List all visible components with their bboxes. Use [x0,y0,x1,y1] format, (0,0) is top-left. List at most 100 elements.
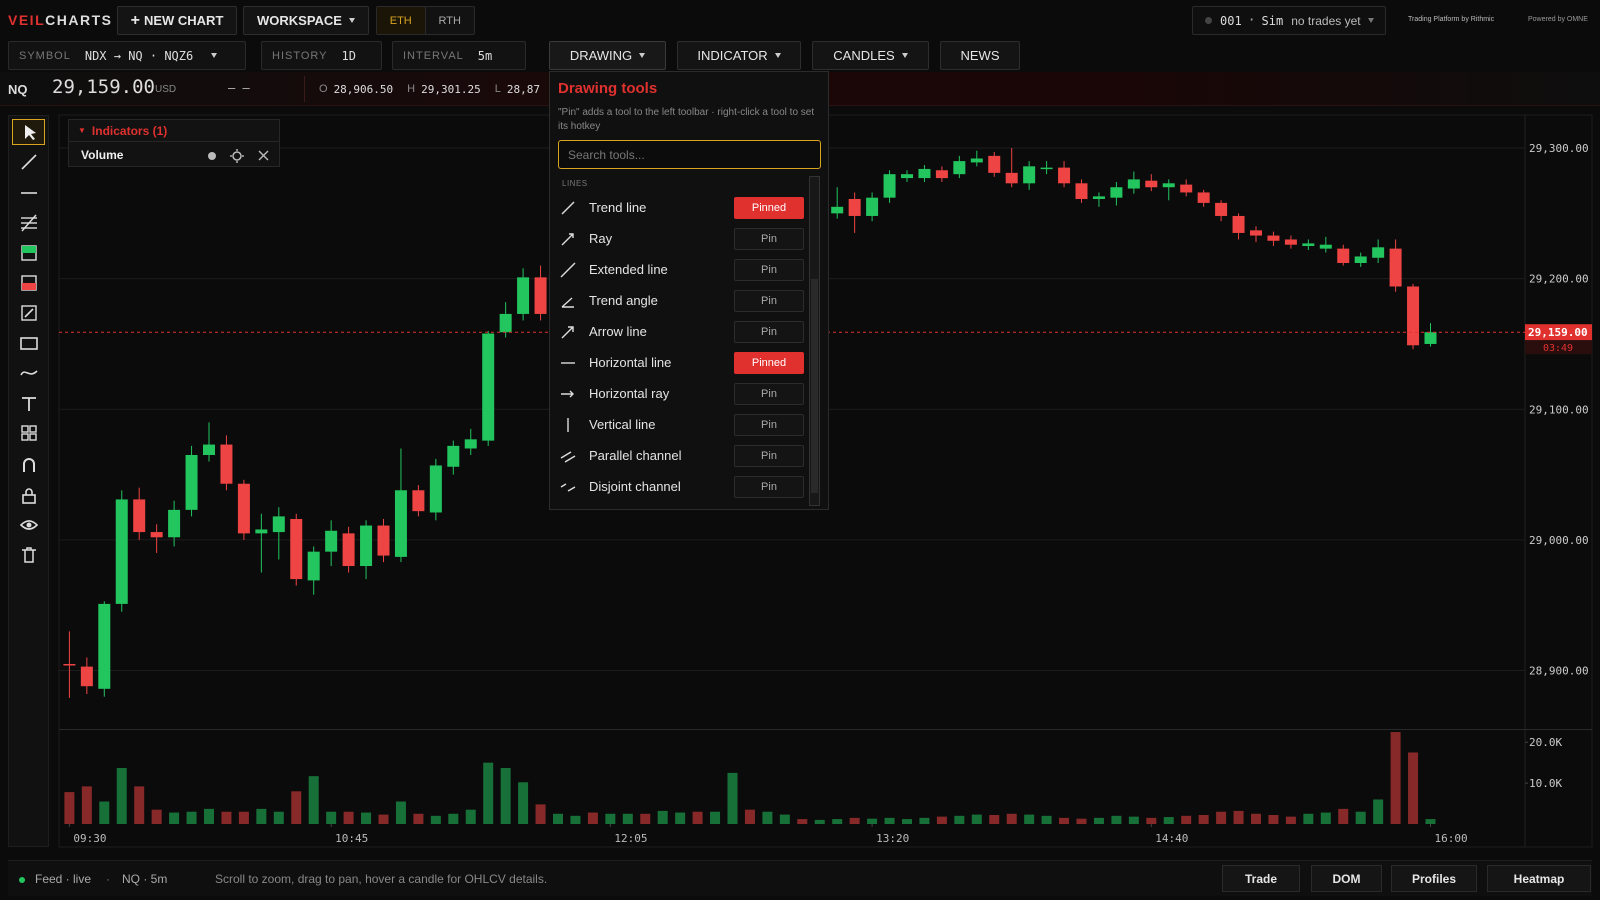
logo-accent: VEIL [8,12,46,28]
tool-row[interactable]: Ray Pin [558,223,804,254]
volume-bar [465,809,476,824]
tool-row[interactable]: Horizontal ray Pin [558,378,804,409]
tool-trash[interactable] [19,545,39,565]
tool-rect[interactable] [19,333,39,353]
candle-body [988,155,1001,173]
y-tick-label: 28,900.00 [1529,665,1589,678]
volume-bar [151,809,162,824]
pin-button[interactable]: Pin [734,227,804,250]
badge-omne: Powered by OMNE [1528,16,1588,23]
symbol-selector[interactable]: SYMBOL NDX → NQ · NQZ6 [8,41,246,70]
tool-row[interactable]: Vertical line Pin [558,409,804,440]
tool-lock[interactable] [19,486,39,506]
volume-bar [535,804,546,824]
tool-icon [561,296,574,308]
search-input[interactable]: Search tools... [558,140,821,169]
tool-measure[interactable] [19,303,39,323]
pin-button[interactable]: Pinned [734,351,804,374]
tool-row[interactable]: Parallel channel Pin [558,440,804,471]
session-eth[interactable]: ETH [377,7,426,34]
pin-button[interactable]: Pin [734,289,804,312]
value: 1D [341,48,356,63]
new-chart-button[interactable]: + NEW CHART [117,6,237,35]
workspace-button[interactable]: WORKSPACE [243,6,369,35]
tool-row[interactable]: Horizontal line Pinned [558,347,804,378]
volume-bar [1303,813,1314,824]
candle-body [447,445,460,467]
tool-brush[interactable] [19,363,39,383]
tool-icon [561,390,574,397]
pin-button[interactable]: Pin [734,382,804,405]
ohlc-label: L [494,83,501,95]
tool-eye[interactable] [19,515,39,535]
candle-body [1267,235,1280,241]
tool-long[interactable] [19,243,39,263]
volume-bar [1146,817,1157,824]
volume-bar [1041,815,1052,824]
volume-bar [762,811,773,824]
volume-bar [1181,815,1192,824]
status-button[interactable]: DOM [1311,865,1382,892]
pin-button[interactable]: Pin [734,444,804,467]
status-button[interactable]: Heatmap [1487,865,1591,892]
volume-bar [675,812,686,824]
pin-button[interactable]: Pin [734,258,804,281]
tool-text[interactable] [19,394,39,414]
pin-button[interactable]: Pin [734,320,804,343]
history-selector[interactable]: HISTORY 1D [261,41,382,70]
candle-body [935,170,948,179]
menu-button[interactable]: DRAWING [549,41,666,70]
menu-button[interactable]: NEWS [940,41,1020,70]
tool-row[interactable]: Trend angle Pin [558,285,804,316]
candle-body [290,519,303,580]
tool-name: Trend angle [589,293,658,308]
tool-row[interactable]: Trend line Pinned [558,192,804,223]
volume-bar [483,762,494,824]
tool-row[interactable]: Arrow line Pin [558,316,804,347]
scrollbar[interactable] [809,176,820,506]
label: HISTORY [272,49,328,62]
menu-button[interactable]: CANDLES [812,41,929,70]
volume-bar [169,812,180,824]
value: 5m [477,48,493,63]
indicator-actions[interactable] [205,148,275,164]
tool-hline[interactable] [19,183,39,203]
tool-short[interactable] [19,273,39,293]
tool-patterns[interactable] [19,423,39,443]
last-price-tag [1525,324,1592,341]
status-button[interactable]: Profiles [1391,865,1477,892]
tool-row[interactable]: Extended line Pin [558,254,804,285]
tool-row[interactable]: Disjoint channel Pin [558,471,804,502]
candle-body [98,603,111,689]
volume-bar [448,813,459,824]
volume-bar [849,817,860,824]
tool-fib[interactable] [19,213,39,233]
interval-selector[interactable]: INTERVAL 5m [392,41,526,70]
indicators-header[interactable]: ▼ Indicators (1) [69,120,279,142]
account-selector[interactable]: 001 · Sim no trades yet [1192,6,1386,35]
tool-magnet[interactable] [19,455,39,475]
candle-body [255,529,268,534]
tool-trend[interactable] [19,152,39,172]
candle-body [970,158,983,163]
candle-body [1092,196,1105,199]
volume-bar [989,815,1000,824]
drawing-menu: Drawing tools "Pin" adds a tool to the l… [549,71,829,510]
pin-button[interactable]: Pin [734,413,804,436]
session-rth[interactable]: RTH [438,14,461,27]
volume-bar [814,819,825,824]
volume-bar [1216,811,1227,824]
candle-body [394,490,407,557]
candle-body [307,551,320,581]
volume-bar [1006,813,1017,824]
volume-bar [710,811,721,824]
volume-bar [553,813,563,824]
pin-button[interactable]: Pin [734,475,804,498]
status-button[interactable]: Trade [1222,865,1300,892]
tool-cursor[interactable] [12,119,45,145]
menu-button[interactable]: INDICATOR [677,41,801,70]
pin-button[interactable]: Pinned [734,196,804,219]
candle-body [203,444,215,456]
candle-body [517,277,530,314]
candle-body [1284,239,1297,245]
